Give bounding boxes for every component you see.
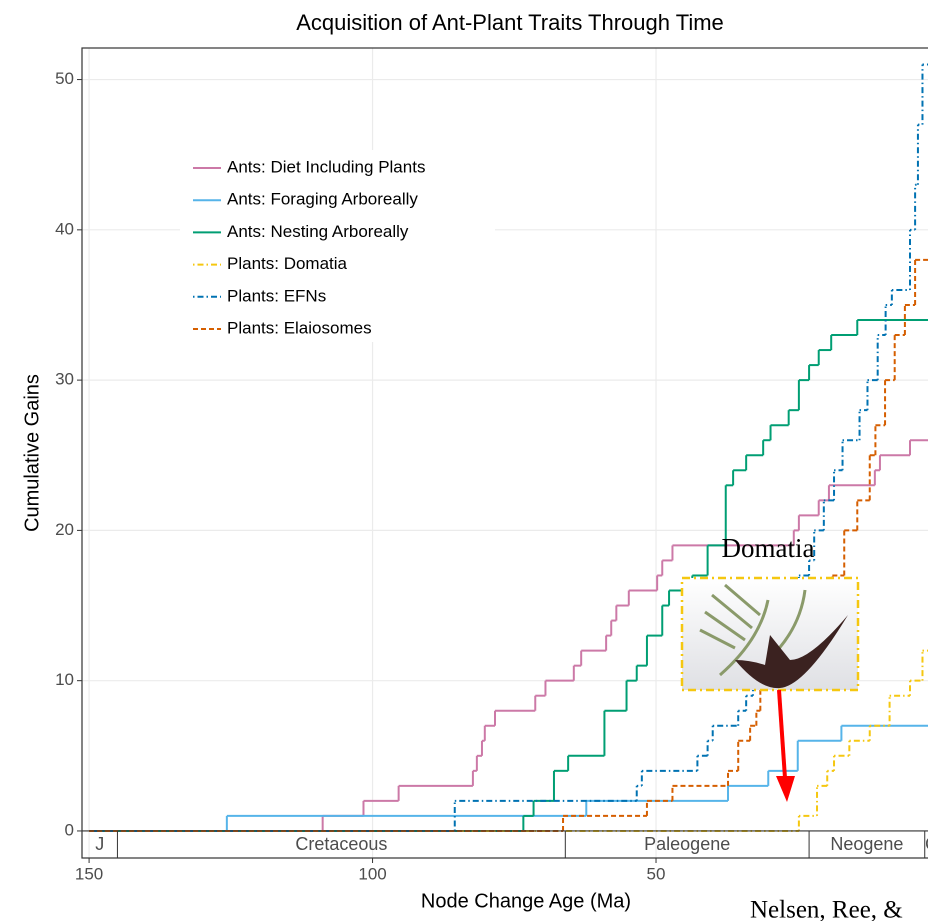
period-label: Neogene — [830, 834, 903, 854]
period-label: Q — [925, 834, 928, 854]
period-label: Paleogene — [644, 834, 730, 854]
x-axis-title: Node Change Age (Ma) — [421, 890, 631, 912]
legend-label: Ants: Nesting Arboreally — [227, 222, 409, 241]
period-label: Cretaceous — [295, 834, 387, 854]
y-tick-label: 50 — [55, 69, 74, 88]
annotation: Domatia — [722, 533, 815, 563]
x-tick-label: 100 — [358, 864, 386, 883]
chart-title: Acquisition of Ant-Plant Traits Through … — [296, 10, 724, 35]
legend-label: Plants: Elaiosomes — [227, 318, 372, 337]
y-tick-label: 10 — [55, 670, 74, 689]
period-label: J — [95, 834, 104, 854]
legend-label: Ants: Diet Including Plants — [227, 157, 425, 176]
period-band: J Cretaceous Paleogene Neogene Q — [82, 830, 928, 858]
y-tick-label: 30 — [55, 370, 74, 389]
x-tick-label: 150 — [75, 864, 103, 883]
inset: Domatia — [680, 533, 860, 802]
photo-leaves — [699, 583, 807, 677]
x-tick-label: 50 — [647, 864, 666, 883]
y-tick-label: 0 — [65, 820, 74, 839]
photo-thorn — [735, 615, 848, 689]
y-axis-title: Cumulative Gains — [21, 374, 43, 532]
legend-label: Ants: Foraging Arboreally — [227, 190, 418, 209]
credit: Nelsen, Ree, & — [750, 897, 903, 921]
legend-label: Plants: EFNs — [227, 286, 326, 305]
panel-border — [81, 47, 928, 859]
legend-label: Plants: Domatia — [227, 254, 348, 273]
arrow — [777, 689, 787, 779]
arrow-head — [776, 776, 795, 802]
legend: Ants: Diet Including Plants Ants: Foragin… — [180, 150, 495, 342]
legend-box — [180, 150, 495, 342]
y-tick-label: 20 — [55, 520, 74, 539]
y-tick-label: 40 — [55, 219, 74, 238]
